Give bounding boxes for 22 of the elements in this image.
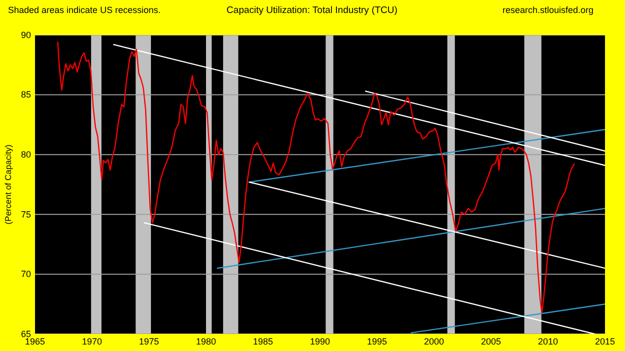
y-tick-label: 75 <box>20 209 31 220</box>
y-tick-label: 90 <box>20 30 31 40</box>
y-tick-label: 80 <box>20 149 31 160</box>
x-tick-label: 1985 <box>252 336 274 346</box>
x-tick-label: 2010 <box>538 336 558 346</box>
x-tick-label: 2015 <box>594 336 616 346</box>
line-series <box>57 42 575 314</box>
y-axis-title: (Percent of Capacity) <box>3 144 13 224</box>
x-tick-label: 2000 <box>424 336 444 346</box>
x-tick-label: 1990 <box>310 336 330 346</box>
x-tick-label: 1970 <box>82 336 102 346</box>
x-tick-label: 2005 <box>480 336 502 346</box>
x-tick-label: 1995 <box>366 336 388 346</box>
chart-title: Capacity Utilization: Total Industry (TCU) <box>226 5 398 16</box>
x-tick-label: 1975 <box>138 336 160 346</box>
x-tick-label: 1980 <box>196 336 216 346</box>
text: Shaded areas indicate US recessions. <box>8 5 161 15</box>
y-tick-label: 65 <box>20 328 31 339</box>
text: research.stlouisfed.org <box>502 5 594 15</box>
y-tick-label: 85 <box>20 90 31 100</box>
y-tick-label: 70 <box>20 269 31 280</box>
x-tick-label: 1965 <box>24 336 46 346</box>
